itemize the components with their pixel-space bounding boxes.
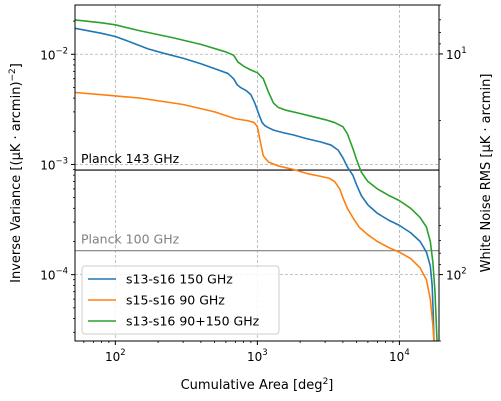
- y-tick-label: 10−4: [40, 267, 68, 283]
- legend-label: s13-s16 90+150 GHz: [126, 314, 260, 329]
- y2-tick-label: 101: [446, 46, 467, 62]
- reference-lines: [75, 169, 439, 252]
- x-tick-label: 104: [389, 348, 410, 364]
- x-tick-label: 102: [105, 348, 126, 364]
- series-line: [75, 27, 435, 341]
- series-line: [75, 19, 438, 341]
- y-axis-right-label: White Noise RMS [μK · arcmin]: [479, 74, 494, 273]
- legend: s13-s16 150 GHz s15-s16 90 GHz s13-s16 90+…: [81, 265, 280, 335]
- legend-box: [81, 265, 280, 335]
- legend-label: s15-s16 90 GHz: [126, 293, 225, 308]
- reference-line-label: Planck 143 GHz: [81, 151, 180, 166]
- axis-ticks: 102 103 104 10−4 10−3 10−2 101 102: [40, 4, 467, 364]
- y-tick-label: 10−3: [40, 156, 68, 172]
- series: [75, 19, 438, 341]
- y-tick-label: 10−2: [40, 46, 68, 62]
- reference-line-label: Planck 100 GHz: [81, 232, 180, 247]
- y2-tick-label: 102: [446, 267, 467, 283]
- x-tick-label: 103: [247, 348, 268, 364]
- series-line: [75, 91, 435, 341]
- legend-label: s13-s16 150 GHz: [126, 272, 233, 287]
- y-axis-left-label: Inverse Variance [(μK · arcmin)−2]: [8, 63, 24, 283]
- x-axis-label: Cumulative Area [deg2]: [181, 377, 334, 393]
- reference-line-labels: Planck 143 GHz Planck 100 GHz: [81, 151, 180, 247]
